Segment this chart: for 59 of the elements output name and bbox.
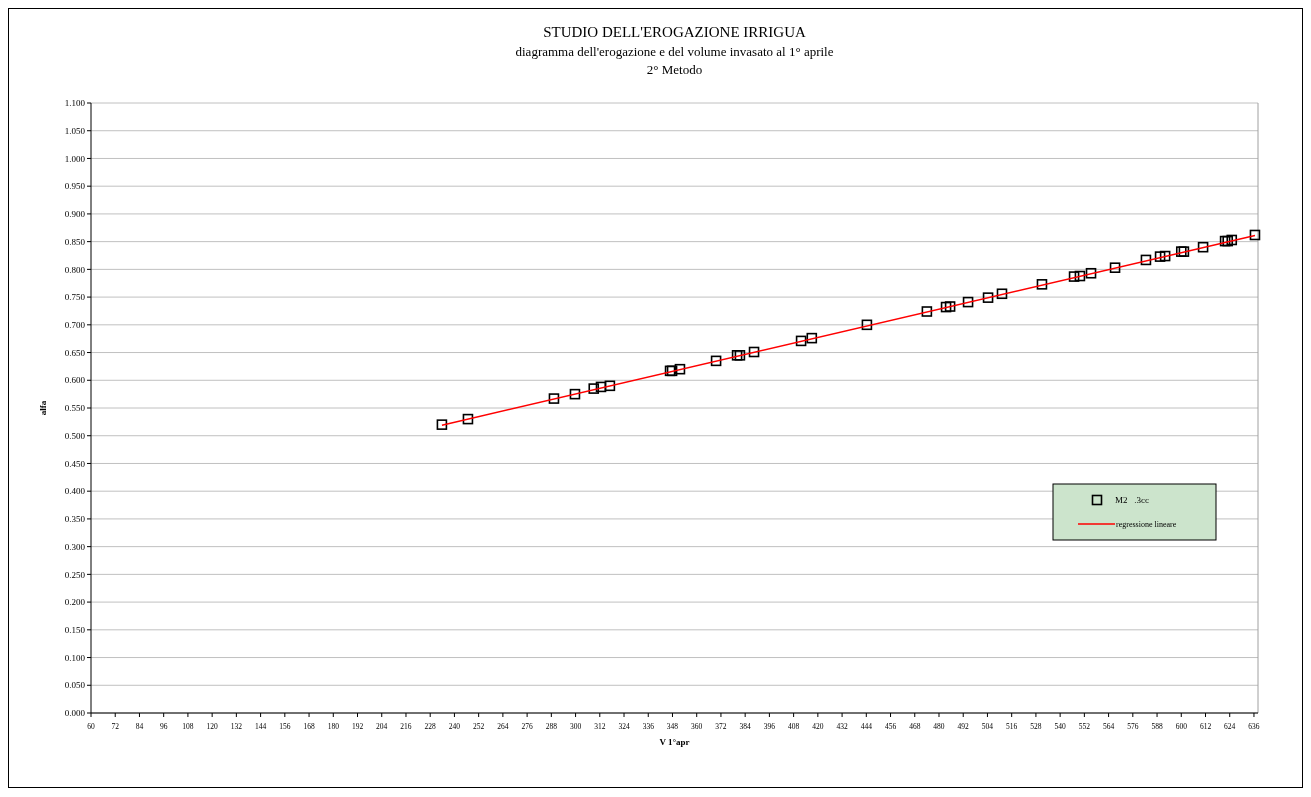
point bbox=[1249, 229, 1261, 241]
y-tick-label: 0.000 bbox=[64, 708, 86, 719]
point bbox=[795, 335, 807, 347]
point bbox=[861, 319, 873, 331]
point bbox=[1159, 250, 1171, 262]
point bbox=[982, 292, 994, 303]
y-tick-label: 0.650 bbox=[64, 347, 86, 358]
point bbox=[996, 288, 1008, 300]
y-tick-label: 0.250 bbox=[64, 569, 86, 580]
x-axis-title: V 1°apr bbox=[659, 737, 690, 747]
point bbox=[1140, 254, 1152, 266]
y-tick-label: 1.100 bbox=[64, 98, 86, 109]
point bbox=[1068, 271, 1080, 282]
chart-title: STUDIO DELL'EROGAZIONE IRRIGUA bbox=[543, 24, 806, 40]
point bbox=[962, 296, 974, 308]
point bbox=[940, 301, 952, 313]
chart-subtitle: diagramma dell'erogazione e del volume invasato al 1° aprile 2° Metodo bbox=[515, 44, 834, 77]
point bbox=[710, 355, 722, 367]
y-tick-label: 0.500 bbox=[64, 430, 86, 441]
point bbox=[748, 346, 760, 358]
point bbox=[1085, 267, 1097, 279]
y-tick-label: 0.950 bbox=[64, 181, 86, 192]
y-tick-label: 0.700 bbox=[64, 319, 86, 330]
y-tick-label: 0.300 bbox=[64, 541, 86, 552]
y-tick-label: 0.450 bbox=[64, 458, 86, 469]
y-tick-label: 0.850 bbox=[64, 236, 86, 247]
y-tick-label: 0.050 bbox=[64, 680, 86, 691]
point bbox=[921, 306, 933, 317]
point bbox=[806, 332, 818, 344]
point bbox=[1036, 279, 1048, 290]
point bbox=[588, 383, 600, 394]
point bbox=[944, 301, 956, 312]
y-tick-label: 0.400 bbox=[64, 486, 86, 497]
y-axis-title: alfa bbox=[38, 400, 48, 416]
point bbox=[462, 413, 474, 425]
y-tick-label: 0.350 bbox=[64, 514, 86, 525]
legend-label: M2 .3cc bbox=[1115, 495, 1149, 506]
point bbox=[604, 380, 616, 392]
y-tick-label: 0.800 bbox=[64, 264, 86, 275]
y-tick-label: 0.750 bbox=[64, 292, 86, 303]
y-tick-label: 0.100 bbox=[64, 652, 86, 663]
point bbox=[1154, 251, 1166, 262]
y-tick-label: 1.000 bbox=[64, 153, 86, 164]
point bbox=[1074, 270, 1086, 282]
point bbox=[436, 419, 448, 430]
point bbox=[674, 363, 686, 375]
point bbox=[569, 388, 581, 400]
y-tick-label: 0.150 bbox=[64, 624, 86, 635]
y-tick-label: 0.900 bbox=[64, 209, 86, 220]
y-tick-label: 1.050 bbox=[64, 125, 86, 136]
point bbox=[1226, 234, 1238, 246]
point bbox=[548, 393, 560, 404]
legend-label: regressione lineare bbox=[1116, 519, 1177, 529]
point bbox=[1109, 262, 1121, 273]
y-tick-label: 0.550 bbox=[64, 403, 86, 414]
point bbox=[595, 381, 607, 393]
y-tick-label: 0.600 bbox=[64, 375, 86, 386]
point bbox=[1197, 241, 1209, 253]
y-tick-label: 0.200 bbox=[64, 597, 86, 608]
